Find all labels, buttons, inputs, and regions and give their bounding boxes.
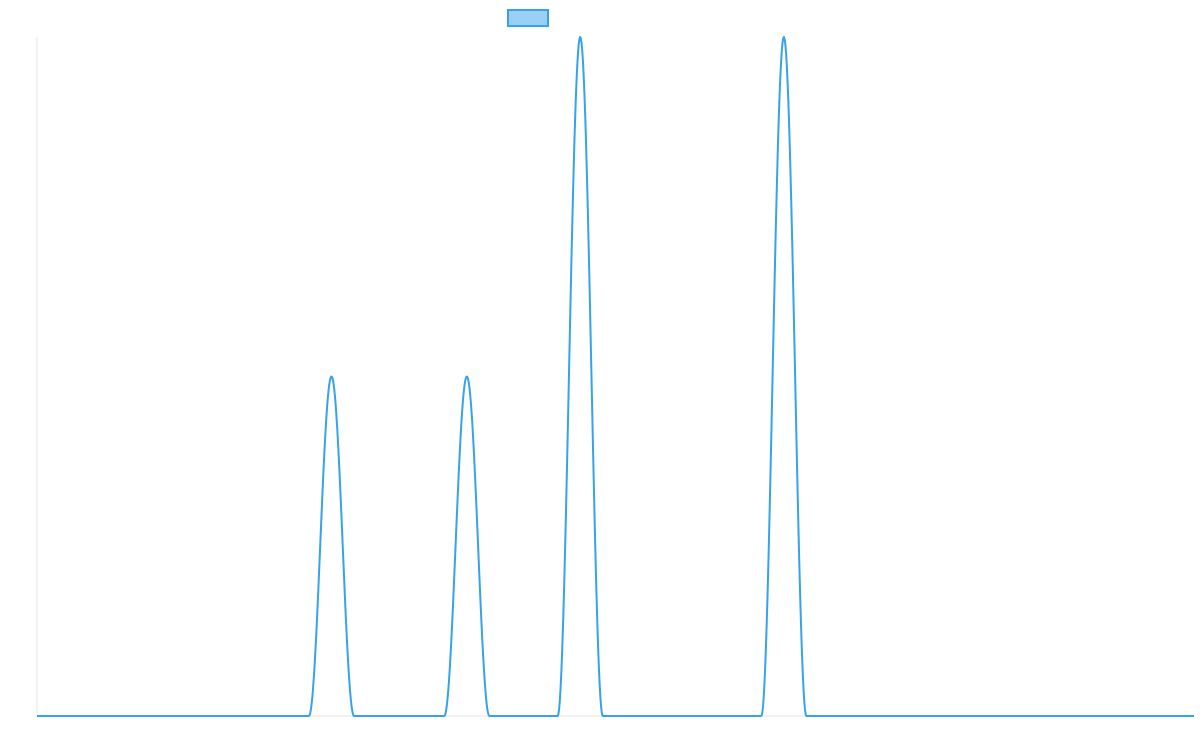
series-line-0 xyxy=(36,36,1195,717)
series-layer xyxy=(36,36,1195,717)
legend-swatch[interactable] xyxy=(507,9,549,27)
legend[interactable] xyxy=(507,9,549,27)
axes xyxy=(36,37,1194,717)
